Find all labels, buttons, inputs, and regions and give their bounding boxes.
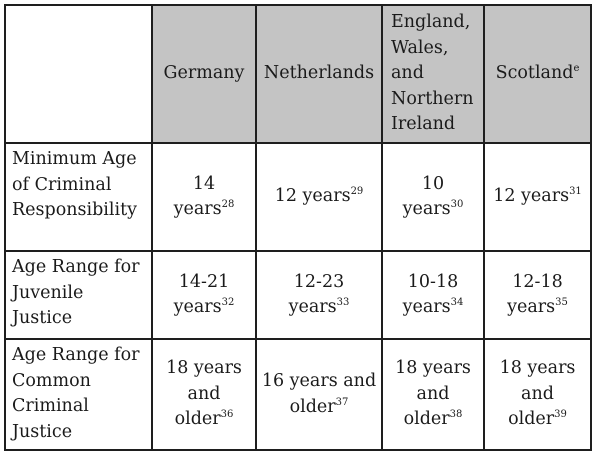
corner-cell bbox=[4, 4, 153, 144]
row-header: Age Range for Common Criminal Justice bbox=[4, 338, 153, 451]
table-cell: 16 years and older37 bbox=[255, 338, 383, 451]
table-cell: 18 years and older38 bbox=[381, 338, 485, 451]
footnote-marker: 31 bbox=[569, 186, 582, 198]
table-cell: 18 years and older36 bbox=[151, 338, 257, 451]
column-header-netherlands: Netherlands bbox=[255, 4, 383, 144]
footnote-marker: e bbox=[573, 63, 580, 75]
table-row-juvenile-justice: Age Range for Juvenile Justice 14-21 yea… bbox=[4, 250, 592, 340]
table-cell: 12 years29 bbox=[255, 142, 383, 252]
table-row-minimum-age: Minimum Age of Criminal Responsibility 1… bbox=[4, 142, 592, 252]
column-header-england-wales-ni: England, Wales, and Northern Ireland bbox=[381, 4, 485, 144]
table-cell: 18 years and older39 bbox=[483, 338, 592, 451]
table-row-common-justice: Age Range for Common Criminal Justice 18… bbox=[4, 338, 592, 451]
footnote-marker: 29 bbox=[350, 186, 364, 198]
row-header: Minimum Age of Criminal Responsibility bbox=[4, 142, 153, 252]
table-cell: 14 years28 bbox=[151, 142, 257, 252]
column-header-scotland: Scotlande bbox=[483, 4, 592, 144]
table-cell: 14-21 years32 bbox=[151, 250, 257, 340]
footnote-marker: 32 bbox=[221, 297, 235, 308]
footnote-marker: 30 bbox=[450, 199, 464, 210]
table-cell: 12 years31 bbox=[483, 142, 592, 252]
column-header-germany: Germany bbox=[151, 4, 257, 144]
table-cell: 10-18 years34 bbox=[381, 250, 485, 340]
comparison-table: Germany Netherlands England, Wales, and … bbox=[4, 4, 592, 451]
header-row: Germany Netherlands England, Wales, and … bbox=[4, 4, 592, 144]
footnote-marker: 28 bbox=[221, 199, 235, 210]
row-header: Age Range for Juvenile Justice bbox=[4, 250, 153, 340]
footnote-marker: 33 bbox=[336, 297, 350, 308]
footnote-marker: 36 bbox=[220, 409, 234, 421]
footnote-marker: 37 bbox=[335, 396, 349, 408]
table-cell: 10 years30 bbox=[381, 142, 485, 252]
footnote-marker: 35 bbox=[555, 297, 568, 308]
footnote-marker: 39 bbox=[554, 409, 567, 421]
footnote-marker: 34 bbox=[450, 297, 464, 308]
table-cell: 12-18 years35 bbox=[483, 250, 592, 340]
table-cell: 12-23 years33 bbox=[255, 250, 383, 340]
footnote-marker: 38 bbox=[449, 409, 463, 421]
